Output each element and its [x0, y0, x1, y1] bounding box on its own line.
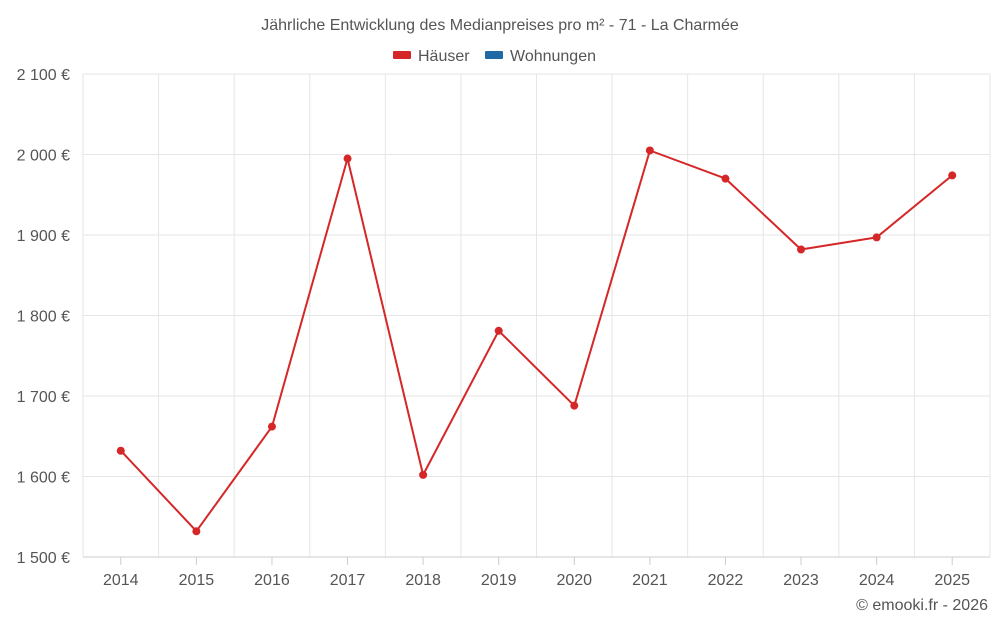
y-tick-label: 2 100 €: [17, 67, 70, 84]
series-line-0: [120, 149, 953, 533]
x-tick-label: 2016: [254, 572, 290, 589]
x-tick-label: 2018: [405, 572, 441, 589]
data-point[interactable]: [797, 245, 806, 254]
x-tick-label: 2014: [103, 572, 139, 589]
y-tick-label: 1 900 €: [17, 228, 70, 245]
x-tick-label: 2024: [859, 572, 895, 589]
y-tick-label: 1 800 €: [17, 309, 70, 326]
x-tick-label: 2015: [179, 572, 215, 589]
data-point[interactable]: [116, 446, 125, 455]
x-tick-label: 2023: [783, 572, 819, 589]
x-tick-label: 2020: [556, 572, 592, 589]
credit-text: © emooki.fr - 2026: [856, 597, 988, 614]
x-tick-label: 2025: [934, 572, 970, 589]
x-tick-label: 2019: [481, 572, 517, 589]
legend-swatch-houses: [393, 51, 411, 59]
y-tick-label: 1 500 €: [17, 550, 70, 567]
data-point[interactable]: [872, 233, 881, 242]
grid: [82, 73, 991, 558]
chart-title: Jährliche Entwicklung des Medianpreises …: [261, 17, 739, 34]
data-point[interactable]: [267, 422, 276, 431]
legend-label-apartments[interactable]: Wohnungen: [510, 48, 596, 65]
legend-label-houses[interactable]: Häuser: [418, 48, 470, 65]
data-point[interactable]: [419, 470, 428, 479]
y-tick-label: 1 700 €: [17, 389, 70, 406]
data-point[interactable]: [343, 154, 352, 163]
legend-swatch-apartments: [485, 51, 503, 59]
axes: 1 500 € 1 600 € 1 700 € 1 800 € 1 900 € 2 000…: [17, 67, 990, 589]
data-point[interactable]: [192, 527, 201, 536]
series-layer: [116, 146, 957, 536]
data-point[interactable]: [645, 146, 654, 155]
x-tick-label: 2021: [632, 572, 668, 589]
data-point[interactable]: [570, 401, 579, 410]
legend: Häuser Wohnungen: [393, 48, 596, 65]
data-point[interactable]: [721, 174, 730, 183]
y-tick-label: 2 000 €: [17, 148, 70, 165]
y-tick-label: 1 600 €: [17, 470, 70, 487]
data-point[interactable]: [948, 171, 957, 180]
x-tick-label: 2022: [708, 572, 744, 589]
x-tick-label: 2017: [330, 572, 366, 589]
data-point[interactable]: [494, 326, 503, 335]
